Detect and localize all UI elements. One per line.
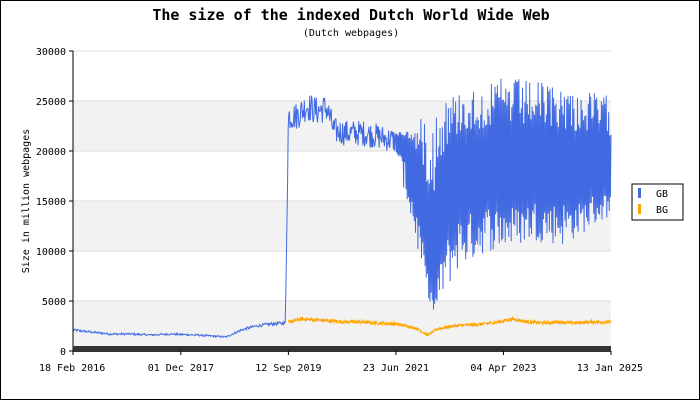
legend-swatch-bg — [638, 204, 641, 214]
x-tick-label: 01 Dec 2017 — [148, 363, 214, 374]
y-tick-label: 10000 — [36, 247, 66, 258]
x-tick-label: 23 Jun 2021 — [363, 363, 429, 374]
legend: GB BG — [631, 183, 684, 221]
x-tick-label: 18 Feb 2016 — [39, 363, 105, 374]
x-tick-label: 04 Apr 2023 — [470, 363, 536, 374]
x-axis-bar — [73, 346, 611, 352]
legend-label-bg: BG — [656, 205, 668, 216]
legend-label-gb: GB — [656, 189, 668, 200]
y-tick-label: 30000 — [36, 47, 66, 58]
chart-subtitle: (Dutch webpages) — [303, 28, 399, 39]
x-tick-label: 12 Sep 2019 — [255, 363, 321, 374]
y-tick-label: 15000 — [36, 197, 66, 208]
y-tick-label: 0 — [60, 347, 66, 358]
y-axis-label: Size in million webpages — [21, 129, 32, 274]
y-tick-labels: 0 5000 10000 15000 20000 25000 30000 — [36, 47, 73, 358]
x-tick-label: 13 Jan 2025 — [577, 363, 643, 374]
legend-swatch-gb — [638, 188, 641, 198]
chart-title: The size of the indexed Dutch World Wide… — [152, 6, 549, 24]
plot-band — [73, 301, 611, 351]
series-line-gb — [72, 78, 612, 339]
y-tick-label: 20000 — [36, 147, 66, 158]
series-line-bg — [287, 316, 612, 337]
plot-band — [73, 51, 611, 101]
y-tick-label: 25000 — [36, 97, 66, 108]
series-layer — [72, 78, 612, 339]
plot-band — [73, 251, 611, 301]
x-tick-labels: 18 Feb 2016 01 Dec 2017 12 Sep 2019 23 Jun … — [39, 351, 643, 374]
y-tick-label: 5000 — [42, 297, 66, 308]
